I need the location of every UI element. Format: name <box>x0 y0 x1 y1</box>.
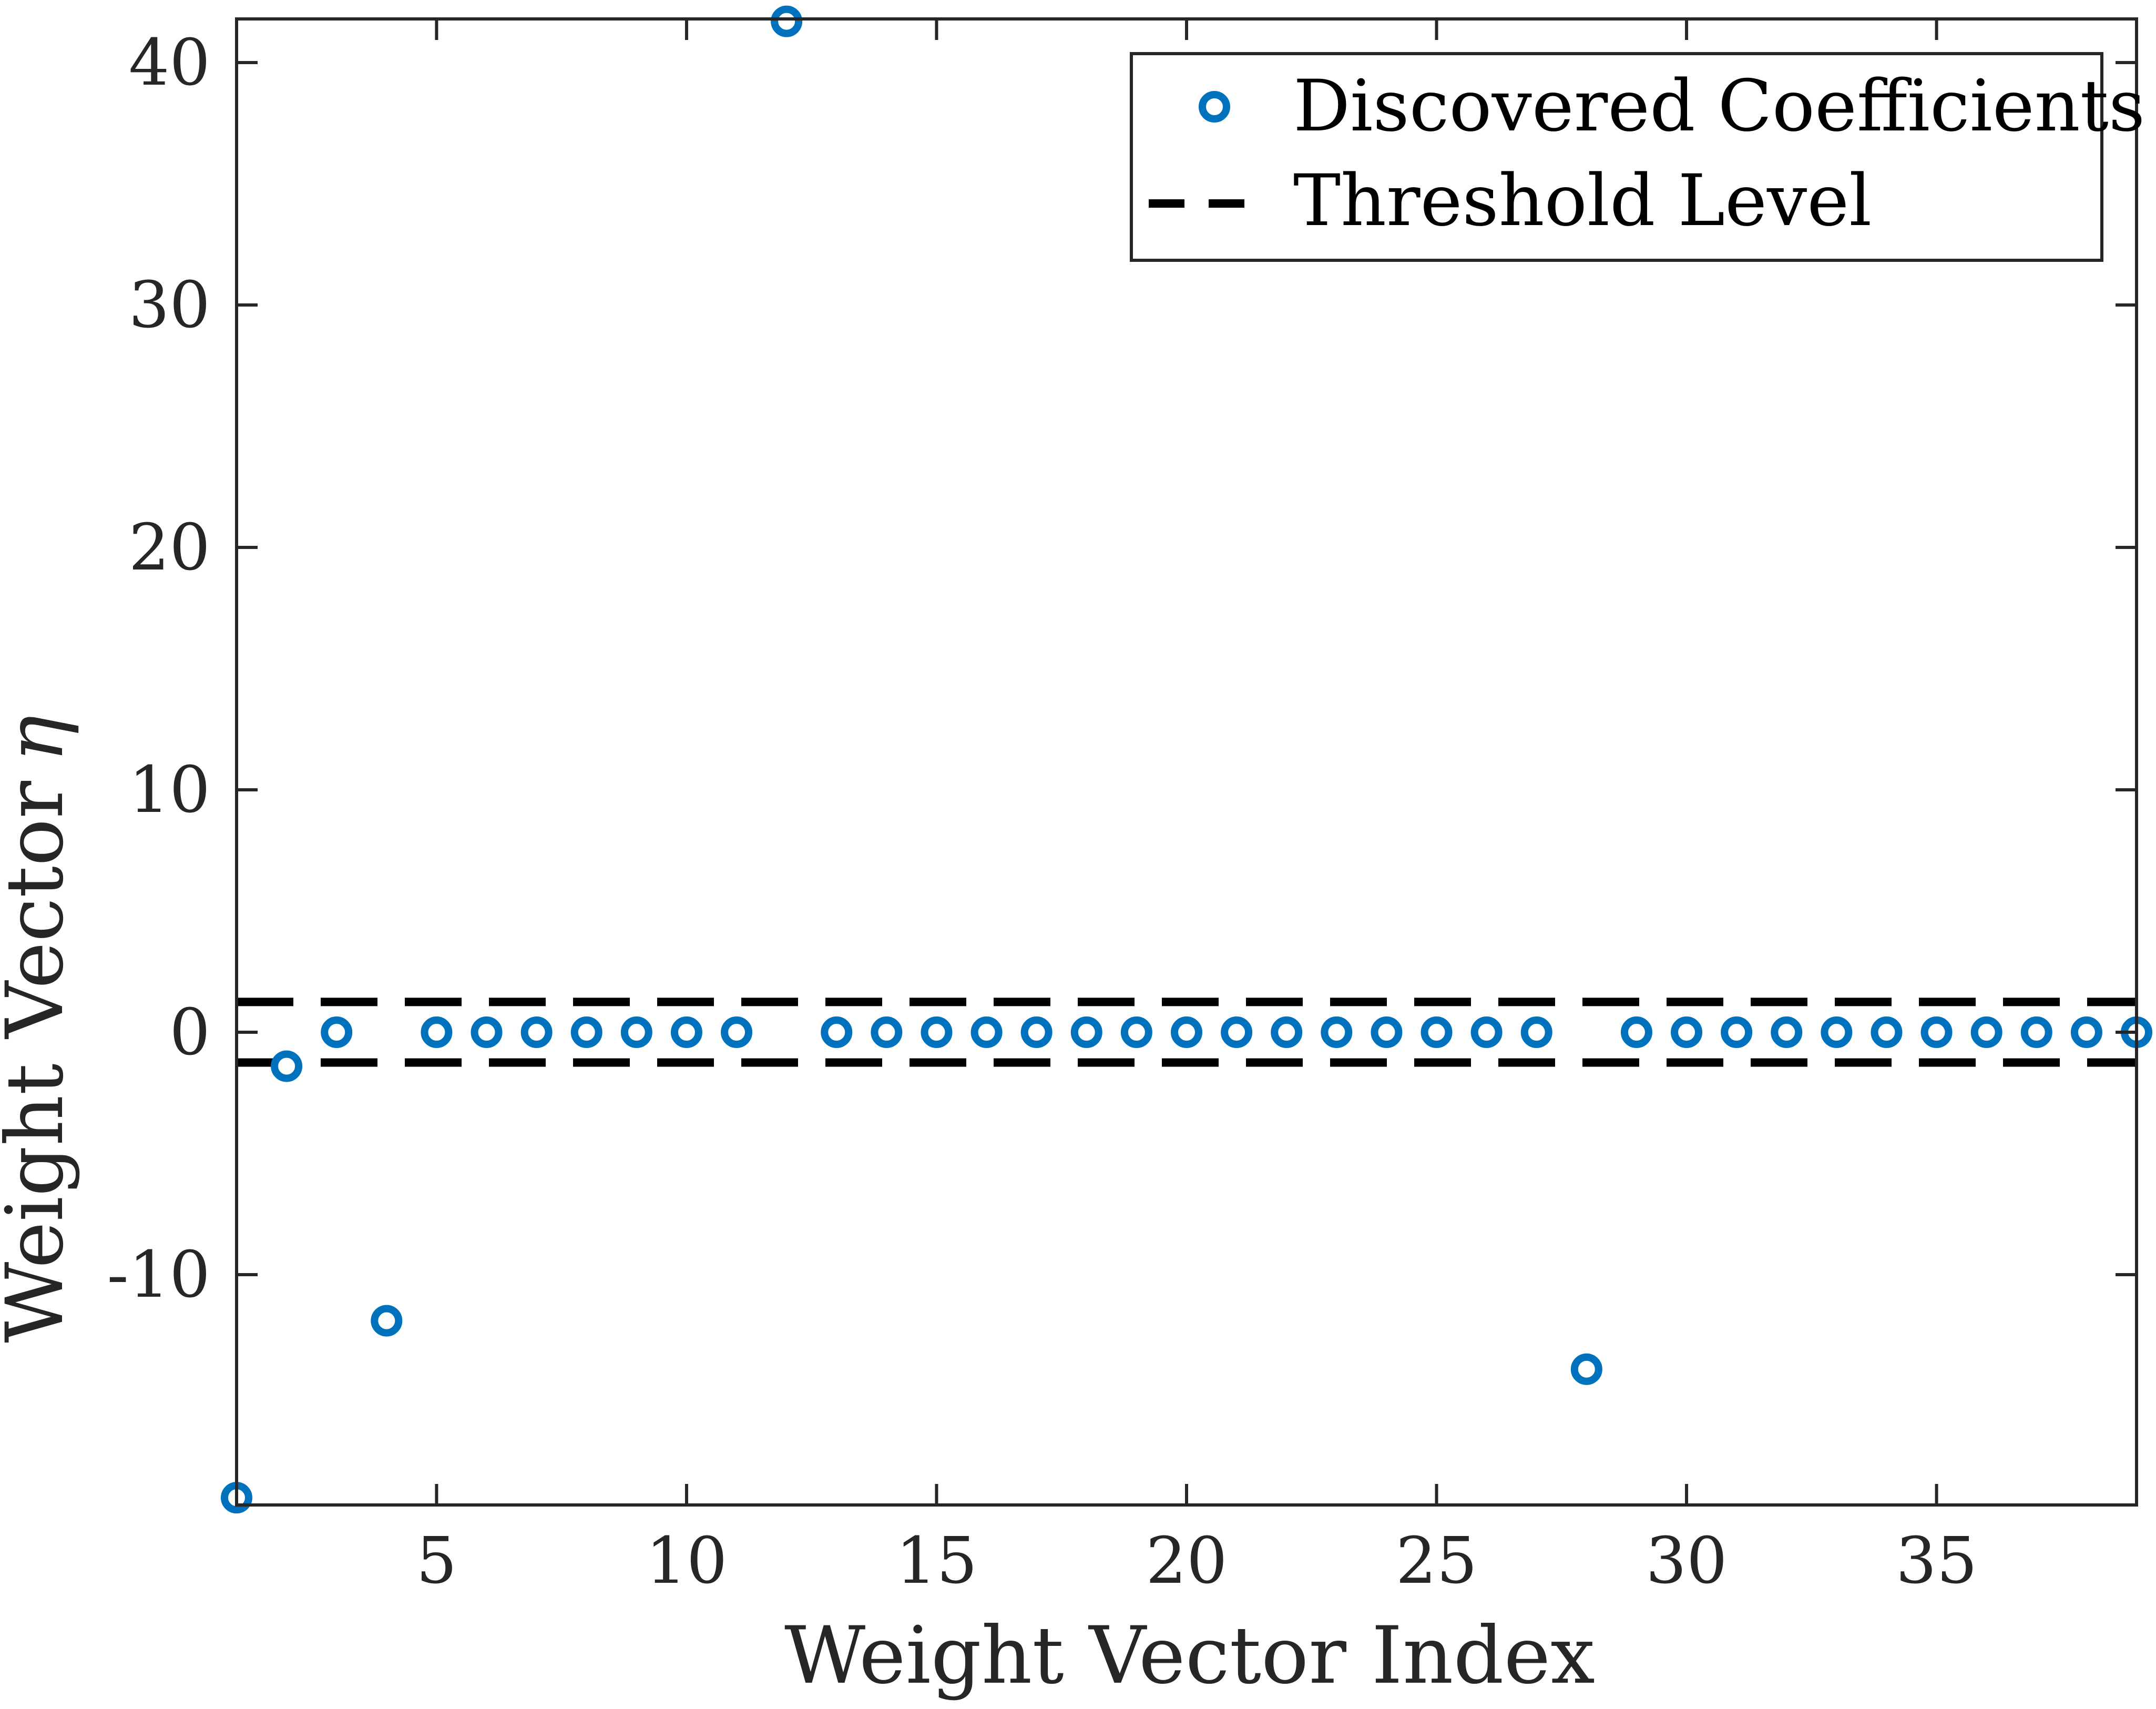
data-point <box>670 1016 702 1049</box>
legend-marker-coefficients <box>1199 91 1230 123</box>
y-axis-title-symbol: η <box>0 715 81 762</box>
x-tick-label: 15 <box>896 1523 977 1598</box>
data-point <box>2020 1016 2052 1049</box>
x-tick-label: 5 <box>416 1523 457 1598</box>
data-point <box>1371 1016 1403 1049</box>
y-tick-label: 30 <box>129 268 210 342</box>
data-point <box>970 1016 1003 1049</box>
data-point <box>1421 1016 1453 1049</box>
data-point <box>570 1016 602 1049</box>
data-point <box>721 1016 753 1049</box>
y-axis-title-text: Weight Vector <box>0 781 81 1343</box>
x-tick-label: 30 <box>1646 1523 1727 1598</box>
data-point <box>821 1016 853 1049</box>
data-point <box>1671 1016 1703 1049</box>
data-point <box>620 1016 652 1049</box>
y-axis-title: Weight Vector η <box>0 715 81 1343</box>
data-point <box>1620 1016 1652 1049</box>
legend-label-threshold: Threshold Level <box>1293 159 1872 242</box>
data-point <box>1470 1016 1503 1049</box>
data-point <box>1020 1016 1053 1049</box>
data-point <box>1970 1016 2002 1049</box>
legend: Discovered Coefficients Threshold Level <box>1130 52 2145 262</box>
data-point <box>921 1016 953 1049</box>
data-point <box>1520 1016 1552 1049</box>
data-point <box>1920 1016 1953 1049</box>
y-tick-label: -10 <box>107 1237 210 1312</box>
axes-layer <box>235 17 2138 1507</box>
data-point <box>271 1050 303 1082</box>
data-point <box>1271 1016 1303 1049</box>
y-tick-label: 10 <box>129 752 210 827</box>
threshold-layer <box>237 998 2137 1067</box>
data-point <box>2070 1016 2102 1049</box>
data-point <box>1771 1016 1803 1049</box>
tick-label-layer: 5 10 15 20 25 30 35 -10 0 10 20 30 40 <box>107 25 1978 1598</box>
data-point <box>771 5 803 37</box>
data-point <box>471 1016 503 1049</box>
legend-label-coefficients: Discovered Coefficients <box>1293 65 2145 147</box>
x-axis-title: Weight Vector Index <box>784 1610 1595 1702</box>
data-point <box>1321 1016 1353 1049</box>
data-point <box>321 1016 353 1049</box>
legend-box <box>1130 52 2103 262</box>
data-point <box>421 1016 453 1049</box>
data-point <box>1871 1016 1903 1049</box>
x-tick-label: 20 <box>1146 1523 1227 1598</box>
data-point <box>1171 1016 1202 1049</box>
data-point <box>371 1305 403 1337</box>
data-point <box>1070 1016 1102 1049</box>
x-tick-label: 25 <box>1396 1523 1477 1598</box>
data-point <box>520 1016 553 1049</box>
data-point <box>1821 1016 1853 1049</box>
y-tick-label: 0 <box>169 995 210 1070</box>
data-point <box>1570 1353 1602 1385</box>
y-tick-label: 40 <box>129 25 210 100</box>
data-point <box>871 1016 903 1049</box>
data-point <box>1120 1016 1152 1049</box>
x-tick-label: 35 <box>1896 1523 1977 1598</box>
data-point <box>1721 1016 1753 1049</box>
data-point <box>1221 1016 1253 1049</box>
x-tick-label: 10 <box>646 1523 727 1598</box>
y-tick-label: 20 <box>129 510 210 585</box>
